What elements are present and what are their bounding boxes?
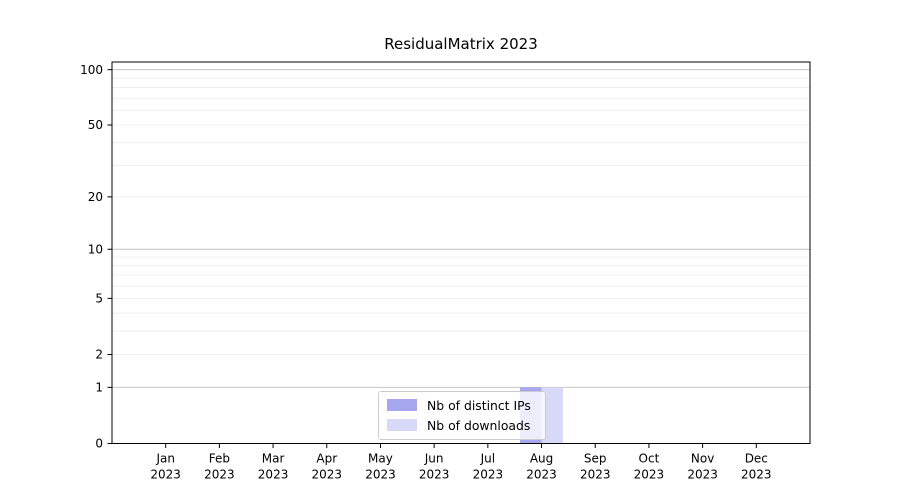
legend: Nb of distinct IPs Nb of downloads xyxy=(378,391,546,440)
x-tick-label-year: 2023 xyxy=(634,468,665,482)
y-tick-label: 20 xyxy=(88,190,103,204)
x-tick-label-year: 2023 xyxy=(473,468,504,482)
x-tick-label-month: Dec xyxy=(745,452,768,466)
x-tick-label-year: 2023 xyxy=(311,468,342,482)
y-tick-label: 10 xyxy=(88,242,103,256)
legend-swatch-distinct-ips xyxy=(387,399,417,411)
x-tick-label-month: Aug xyxy=(530,452,553,466)
legend-label-downloads: Nb of downloads xyxy=(427,417,531,433)
y-tick-label: 0 xyxy=(95,437,103,451)
x-tick-label-year: 2023 xyxy=(526,468,557,482)
x-tick-label-month: Jan xyxy=(155,452,175,466)
x-tick-label-month: Feb xyxy=(209,452,230,466)
axes-spines xyxy=(111,61,811,444)
x-tick-label-year: 2023 xyxy=(741,468,772,482)
legend-swatch-downloads xyxy=(387,419,417,431)
y-tick-label: 50 xyxy=(88,118,103,132)
x-tick-label-month: Nov xyxy=(691,452,714,466)
x-tick-label-year: 2023 xyxy=(258,468,289,482)
y-tick-label: 1 xyxy=(95,381,103,395)
legend-label-distinct-ips: Nb of distinct IPs xyxy=(427,397,531,413)
x-tick-label-year: 2023 xyxy=(204,468,235,482)
y-tick-label: 100 xyxy=(80,63,103,77)
x-tick-label-year: 2023 xyxy=(419,468,450,482)
legend-item-distinct-ips: Nb of distinct IPs xyxy=(387,397,537,413)
x-tick-label-month: Jun xyxy=(424,452,444,466)
chart-title: ResidualMatrix 2023 xyxy=(384,35,538,53)
y-tick-label: 2 xyxy=(95,348,103,362)
x-tick-label-month: Mar xyxy=(262,452,285,466)
x-tick-label-month: Oct xyxy=(639,452,660,466)
legend-item-downloads: Nb of downloads xyxy=(387,417,537,433)
x-tick-label-year: 2023 xyxy=(580,468,611,482)
x-tick-label-year: 2023 xyxy=(687,468,718,482)
x-tick-label-month: Jul xyxy=(480,452,495,466)
x-tick-label-year: 2023 xyxy=(365,468,396,482)
x-tick-label-month: Sep xyxy=(584,452,607,466)
x-tick-label-month: Apr xyxy=(316,452,337,466)
y-tick-label: 5 xyxy=(95,292,103,306)
x-tick-label-year: 2023 xyxy=(150,468,181,482)
x-tick-label-month: May xyxy=(368,452,393,466)
bar-downloads xyxy=(541,387,564,444)
